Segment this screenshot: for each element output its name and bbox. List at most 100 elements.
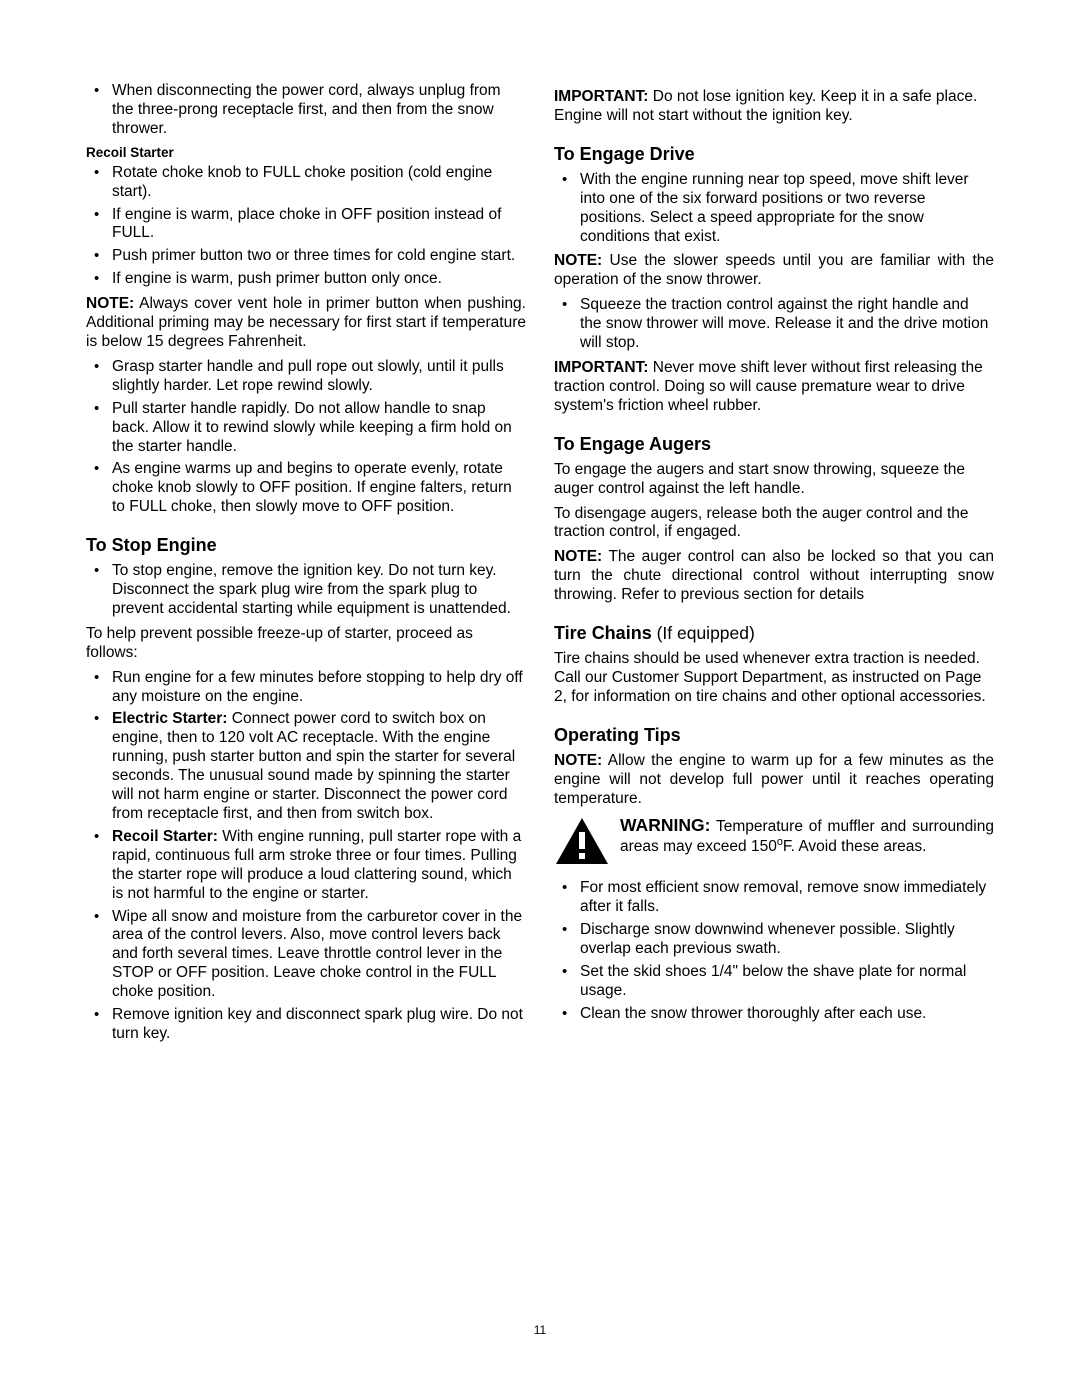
list-item-text: Clean the snow thrower thoroughly after … — [580, 1005, 994, 1024]
bullet-dot: • — [554, 921, 580, 939]
left-column: •When disconnecting the power cord, alwa… — [86, 82, 526, 1048]
list-item-text: For most efficient snow removal, remove … — [580, 879, 994, 917]
stop-engine-heading: To Stop Engine — [86, 535, 526, 556]
list-item-text: When disconnecting the power cord, alway… — [112, 82, 526, 139]
list-item-text: Set the skid shoes 1/4" below the shave … — [580, 963, 994, 1001]
bullet-dot: • — [86, 358, 112, 376]
list-item-text: Wipe all snow and moisture from the carb… — [112, 908, 526, 1003]
operating-tips-heading: Operating Tips — [554, 725, 994, 746]
note-label: NOTE: — [554, 252, 602, 269]
list-item: •For most efficient snow removal, remove… — [554, 879, 994, 917]
list-item-text: Electric Starter: Connect power cord to … — [112, 710, 526, 823]
bullet-dot: • — [86, 247, 112, 265]
bullet-dot: • — [554, 879, 580, 897]
list-item-text: If engine is warm, push primer button on… — [112, 270, 526, 289]
note-warmup: NOTE: Allow the engine to warm up for a … — [554, 752, 994, 809]
bullet-dot: • — [86, 1006, 112, 1024]
list-item: •When disconnecting the power cord, alwa… — [86, 82, 526, 139]
note-primer: NOTE: Always cover vent hole in primer b… — [86, 295, 526, 352]
list-item: •Squeeze the traction control against th… — [554, 296, 994, 353]
tips-bullets: •For most efficient snow removal, remove… — [554, 879, 994, 1023]
list-item: •If engine is warm, place choke in OFF p… — [86, 206, 526, 244]
bullet-dot: • — [86, 270, 112, 288]
list-item-text: With the engine running near top speed, … — [580, 171, 994, 247]
bullet-dot: • — [554, 171, 580, 189]
list-item: •Push primer button two or three times f… — [86, 247, 526, 266]
bullet-dot: • — [86, 400, 112, 418]
note-label: NOTE: — [86, 295, 134, 312]
bullet-dot: • — [86, 710, 112, 728]
list-item: •Run engine for a few minutes before sto… — [86, 669, 526, 707]
list-item-text: To stop engine, remove the ignition key.… — [112, 562, 526, 619]
tire-heading-text: Tire Chains — [554, 623, 652, 643]
list-item-text: Push primer button two or three times fo… — [112, 247, 526, 266]
list-item: •Remove ignition key and disconnect spar… — [86, 1006, 526, 1044]
list-item-text: Squeeze the traction control against the… — [580, 296, 994, 353]
stop-bullets-a: •To stop engine, remove the ignition key… — [86, 562, 526, 619]
note-body: The auger control can also be locked so … — [554, 548, 994, 603]
list-item: •To stop engine, remove the ignition key… — [86, 562, 526, 619]
list-item: •If engine is warm, push primer button o… — [86, 270, 526, 289]
stop-para: To help prevent possible freeze-up of st… — [86, 625, 526, 663]
recoil-bullets-b: •Grasp starter handle and pull rope out … — [86, 358, 526, 517]
warning-block: WARNING: Temperature of muffler and surr… — [554, 814, 994, 871]
bullet-dot: • — [554, 1005, 580, 1023]
list-item-text: Recoil Starter: With engine running, pul… — [112, 828, 526, 904]
list-item: •Discharge snow downwind whenever possib… — [554, 921, 994, 959]
note-body: Allow the engine to warm up for a few mi… — [554, 752, 994, 807]
list-item-text: As engine warms up and begins to operate… — [112, 460, 526, 517]
list-item: •Set the skid shoes 1/4" below the shave… — [554, 963, 994, 1001]
bullet-dot: • — [86, 460, 112, 478]
list-item: •Grasp starter handle and pull rope out … — [86, 358, 526, 396]
list-item: •Pull starter handle rapidly. Do not all… — [86, 400, 526, 457]
list-item-text: Pull starter handle rapidly. Do not allo… — [112, 400, 526, 457]
engage-augers-heading: To Engage Augers — [554, 434, 994, 455]
warning-text: WARNING: Temperature of muffler and surr… — [620, 814, 994, 857]
list-item-text: Grasp starter handle and pull rope out s… — [112, 358, 526, 396]
bullet-dot: • — [86, 82, 112, 100]
stop-bullets-b: •Run engine for a few minutes before sto… — [86, 669, 526, 1044]
bullet-dot: • — [554, 296, 580, 314]
page-number: 11 — [0, 1323, 1080, 1337]
augers-p2: To disengage augers, release both the au… — [554, 505, 994, 543]
list-item: •Clean the snow thrower thoroughly after… — [554, 1005, 994, 1024]
drive-bullets-a: •With the engine running near top speed,… — [554, 171, 994, 247]
list-item-text: Rotate choke knob to FULL choke position… — [112, 164, 526, 202]
list-item: •With the engine running near top speed,… — [554, 171, 994, 247]
intro-bullet-list: •When disconnecting the power cord, alwa… — [86, 82, 526, 139]
manual-page: •When disconnecting the power cord, alwa… — [0, 0, 1080, 1397]
note-body: Always cover vent hole in primer button … — [86, 295, 526, 350]
tire-body: Tire chains should be used whenever extr… — [554, 650, 994, 707]
warning-triangle-icon — [554, 814, 610, 871]
bullet-dot: • — [86, 206, 112, 224]
important-ignition: IMPORTANT: Do not lose ignition key. Kee… — [554, 88, 994, 126]
tire-paren: (If equipped) — [652, 623, 755, 643]
drive-bullets-b: •Squeeze the traction control against th… — [554, 296, 994, 353]
note-label: NOTE: — [554, 752, 602, 769]
warning-body-b: F. Avoid these areas. — [783, 838, 927, 855]
list-item: •Wipe all snow and moisture from the car… — [86, 908, 526, 1003]
note-auger-lock: NOTE: The auger control can also be lock… — [554, 548, 994, 605]
bullet-dot: • — [554, 963, 580, 981]
recoil-bullets-a: •Rotate choke knob to FULL choke positio… — [86, 164, 526, 289]
note-body: Use the slower speeds until you are fami… — [554, 252, 994, 288]
list-item-text: Remove ignition key and disconnect spark… — [112, 1006, 526, 1044]
list-item: •Rotate choke knob to FULL choke positio… — [86, 164, 526, 202]
list-item-text: If engine is warm, place choke in OFF po… — [112, 206, 526, 244]
important-shift: IMPORTANT: Never move shift lever withou… — [554, 359, 994, 416]
right-column: IMPORTANT: Do not lose ignition key. Kee… — [554, 82, 994, 1048]
recoil-starter-subhead: Recoil Starter — [86, 145, 526, 160]
tire-chains-heading: Tire Chains (If equipped) — [554, 623, 994, 644]
augers-p1: To engage the augers and start snow thro… — [554, 461, 994, 499]
bullet-dot: • — [86, 164, 112, 182]
list-item: •Recoil Starter: With engine running, pu… — [86, 828, 526, 904]
list-item: •Electric Starter: Connect power cord to… — [86, 710, 526, 823]
bullet-dot: • — [86, 828, 112, 846]
bullet-dot: • — [86, 562, 112, 580]
warning-label: WARNING: — [620, 815, 710, 835]
bullet-dot: • — [86, 669, 112, 687]
note-speeds: NOTE: Use the slower speeds until you ar… — [554, 252, 994, 290]
engage-drive-heading: To Engage Drive — [554, 144, 994, 165]
important-label: IMPORTANT: — [554, 88, 648, 105]
list-item-text: Discharge snow downwind whenever possibl… — [580, 921, 994, 959]
